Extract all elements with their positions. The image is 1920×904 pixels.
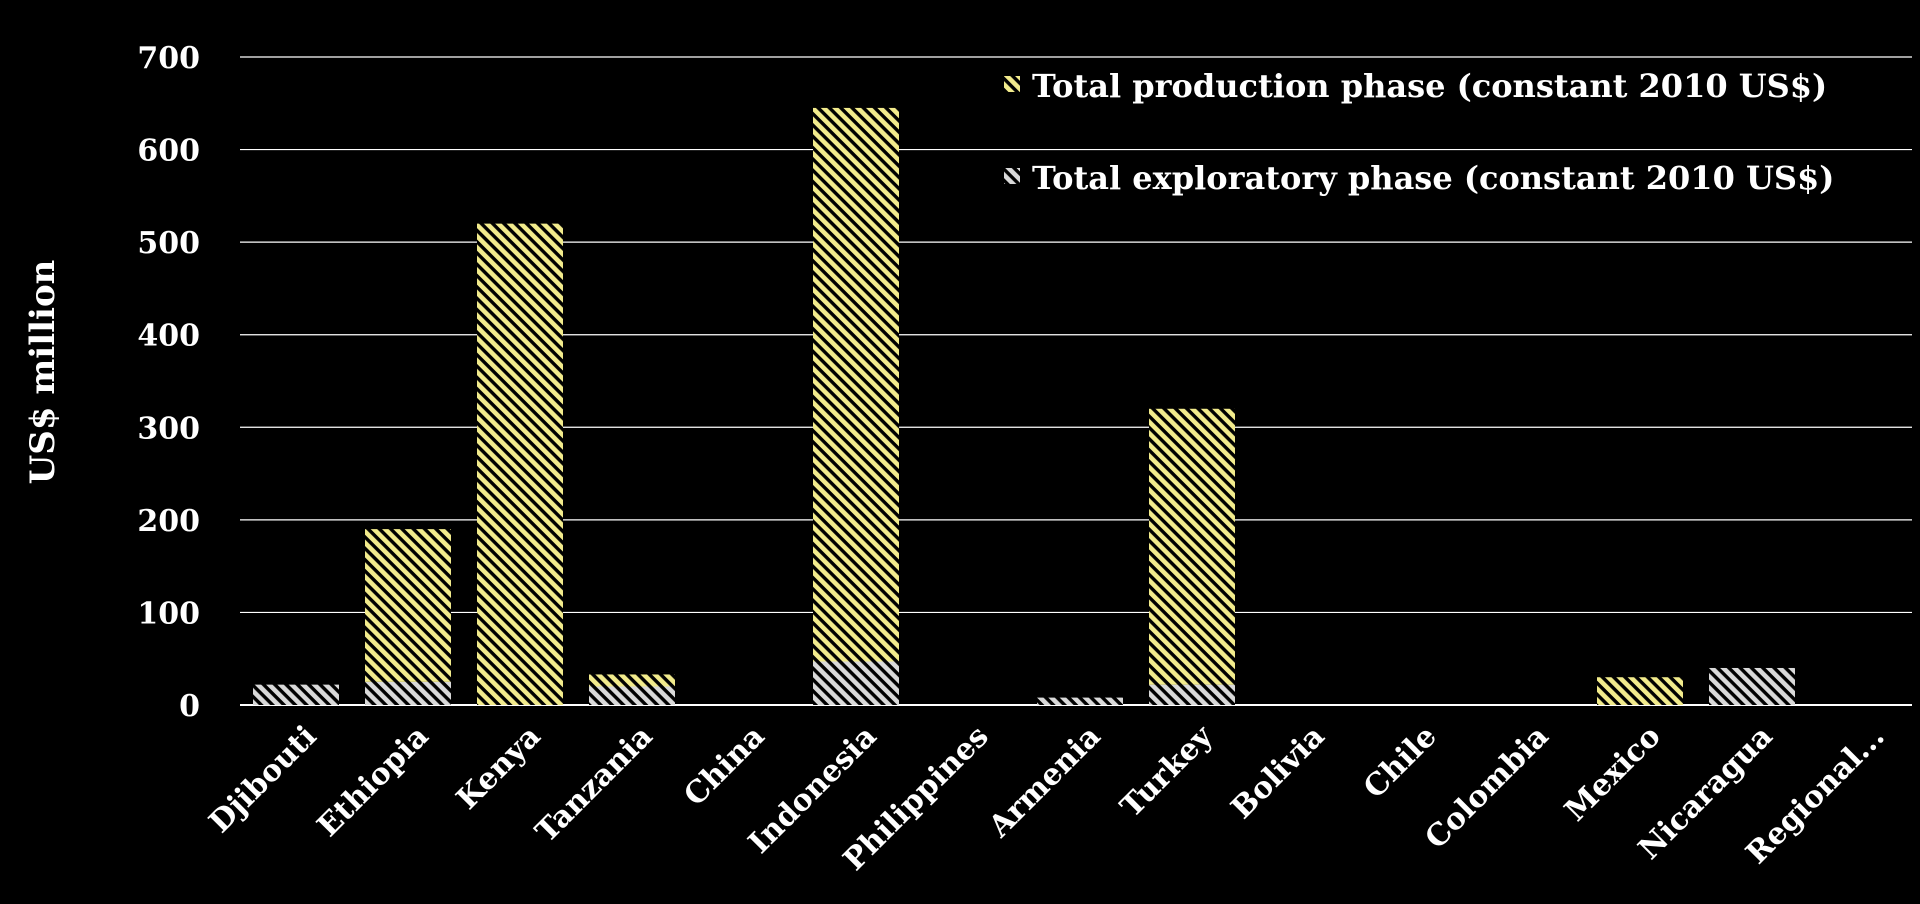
y-tick-label: 500 bbox=[137, 226, 200, 261]
x-category-label: Bolivia bbox=[1225, 719, 1332, 826]
x-category-label: Chile bbox=[1357, 719, 1444, 806]
x-category-label: Ethiopia bbox=[311, 719, 436, 844]
x-category-label: Djibouti bbox=[203, 719, 324, 840]
bar-kenya-series-1 bbox=[477, 223, 563, 705]
bar-tanzania-series-0 bbox=[589, 686, 675, 705]
legend-swatch bbox=[1004, 76, 1020, 92]
bar-indonesia-series-0 bbox=[813, 661, 899, 705]
legend-label: Total exploratory phase (constant 2010 U… bbox=[1032, 159, 1834, 197]
y-tick-labels: 0 100 200 300 400 500 600 700 bbox=[137, 41, 200, 724]
x-category-label: Tanzania bbox=[529, 719, 660, 850]
bar-turkey-series-1 bbox=[1149, 408, 1235, 685]
x-category-label: Armenia bbox=[981, 719, 1107, 845]
bar-armenia-series-0 bbox=[1037, 697, 1123, 705]
bars bbox=[253, 107, 1795, 705]
x-category-label: Mexico bbox=[1558, 719, 1668, 829]
legend: Total production phase (constant 2010 US… bbox=[1004, 67, 1834, 197]
y-tick-label: 100 bbox=[137, 596, 200, 631]
bar-indonesia-series-1 bbox=[813, 107, 899, 662]
bar-djibouti-series-0 bbox=[253, 684, 339, 705]
y-tick-label: 700 bbox=[137, 41, 200, 76]
x-category-label: Turkey bbox=[1114, 718, 1221, 825]
y-tick-label: 600 bbox=[137, 134, 200, 169]
bar-mexico-series-1 bbox=[1597, 677, 1683, 705]
bar-ethiopia-series-1 bbox=[365, 529, 451, 682]
x-category-label: China bbox=[677, 719, 771, 813]
bar-tanzania-series-1 bbox=[589, 674, 675, 687]
bar-nicaragua-series-0 bbox=[1709, 667, 1795, 705]
y-tick-label: 400 bbox=[137, 319, 200, 354]
legend-swatch bbox=[1004, 168, 1020, 184]
bar-turkey-series-0 bbox=[1149, 684, 1235, 705]
y-tick-label: 300 bbox=[137, 411, 200, 446]
x-category-label: Kenya bbox=[450, 719, 548, 817]
legend-label: Total production phase (constant 2010 US… bbox=[1032, 67, 1827, 105]
bar-ethiopia-series-0 bbox=[365, 681, 451, 705]
y-tick-label: 0 bbox=[179, 689, 200, 724]
y-axis-title: US$ million bbox=[23, 260, 63, 485]
y-tick-label: 200 bbox=[137, 504, 200, 539]
